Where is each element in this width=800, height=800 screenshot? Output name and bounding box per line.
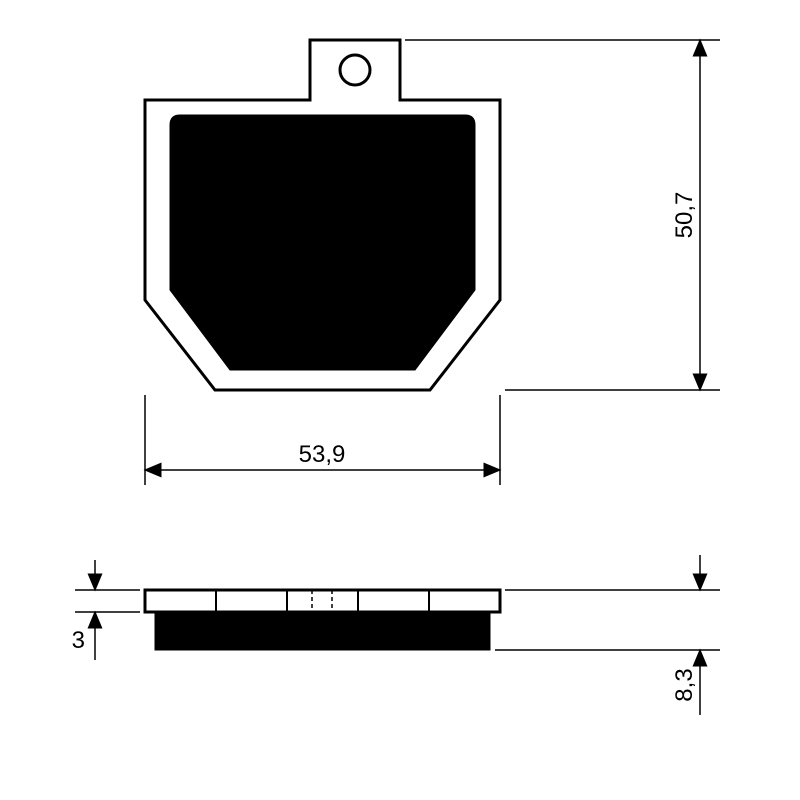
width-dimension: 53,9 [145, 395, 500, 485]
friction-pad-side [155, 612, 490, 650]
width-value: 53,9 [299, 441, 346, 468]
top-view [145, 40, 500, 390]
technical-drawing: 53,9 50,7 3 8 [0, 0, 800, 800]
backing-plate-side [145, 590, 500, 612]
total-thickness-dimension: 8,3 [495, 555, 720, 715]
small-thickness-dimension: 3 [72, 560, 140, 660]
small-thickness-value: 3 [72, 627, 85, 654]
total-thickness-value: 8,3 [671, 668, 698, 701]
side-view [145, 590, 500, 650]
friction-pad [170, 115, 475, 370]
height-value: 50,7 [671, 192, 698, 239]
mount-hole [340, 55, 370, 85]
